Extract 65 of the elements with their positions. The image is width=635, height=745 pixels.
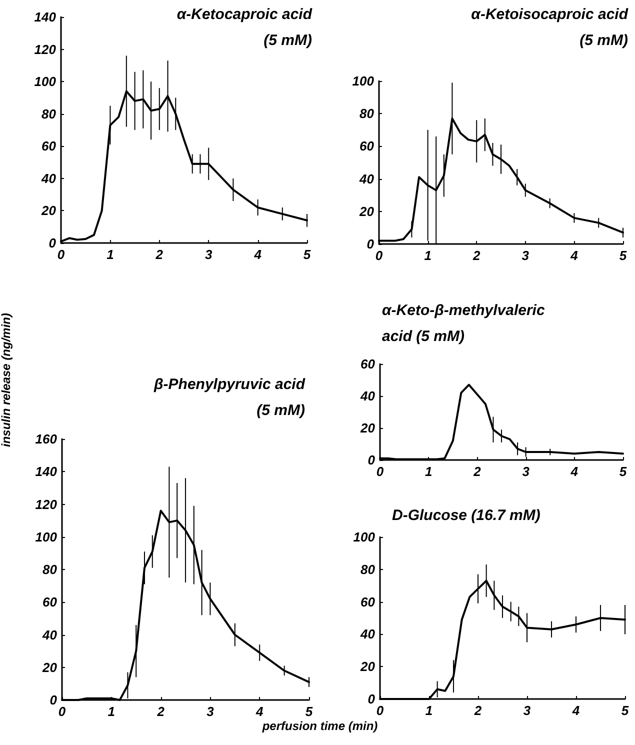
y-tick-label: 20 [360,420,376,436]
x-axis-title: perfusion time (min) [262,719,378,733]
y-tick-label: 0 [50,692,58,708]
x-tick-label: 5 [305,704,314,719]
y-tick-label: 0 [368,452,376,468]
y-tick-label: 40 [358,171,375,186]
x-tick-label: 2 [156,704,166,719]
y-tick-label: 20 [358,204,375,219]
x-tick-label: 3 [523,703,532,718]
y-tick-label: 60 [360,594,376,610]
chart-title: D-Glucose (16.7 mM) [392,506,542,526]
y-tick-label: 80 [360,562,376,577]
y-tick-label: 140 [34,10,57,24]
y-tick-label: 160 [35,432,58,446]
y-tick-label: 60 [360,138,375,154]
x-tick-label: 1 [424,464,432,479]
x-tick-label: 3 [206,704,215,719]
x-tick-label: 2 [154,247,164,262]
y-tick-label: 60 [42,138,57,154]
y-tick-label: 100 [34,74,57,90]
x-tick-label: 3 [522,248,530,263]
x-tick-label: 4 [571,703,580,718]
x-tick-label: 2 [473,703,482,718]
x-tick-label: 1 [424,248,432,263]
x-tick-label: 3 [522,464,530,479]
y-tick-label: 0 [368,692,376,706]
x-tick-label: 4 [254,704,264,719]
y-tick-label: 60 [42,594,58,610]
y-tick-label: 100 [352,74,375,88]
y-tick-label: 40 [360,626,376,642]
y-tick-label: 20 [40,203,57,218]
y-tick-label: 100 [35,529,58,544]
chart-title: α-Keto-β-methylvaleric acid (5 mM) [382,301,546,347]
x-tick-label: 2 [472,248,481,263]
x-tick-label: 5 [621,703,630,718]
x-tick-label: 5 [619,248,628,263]
x-tick-label: 2 [472,464,482,479]
x-tick-label: 5 [303,247,312,262]
x-tick-label: 1 [108,704,116,719]
y-tick-label: 40 [42,627,58,642]
y-tick-label: 0 [48,236,57,250]
x-tick-label: 3 [204,247,213,262]
chart-title: α-Ketocaproic acid (5 mM) [176,5,312,51]
y-tick-label: 80 [360,106,375,122]
y-tick-label: 40 [360,388,376,404]
y-tick-label: 60 [360,356,376,372]
y-axis-title: insulin release (ng/min) [0,312,13,448]
x-tick-label: 1 [425,703,433,718]
x-tick-label: 4 [570,464,579,479]
y-tick-label: 80 [42,562,58,577]
y-tick-label: 120 [34,42,57,57]
x-tick-label: 5 [619,464,628,479]
y-tick-label: 20 [360,659,376,674]
y-tick-label: 120 [35,496,58,512]
y-tick-label: 20 [42,660,58,675]
y-tick-label: 0 [366,236,375,252]
x-tick-label: 1 [106,247,114,262]
chart-title: α-Ketoisocaproic acid (5 mM) [470,5,628,51]
y-tick-label: 80 [42,106,57,122]
y-tick-label: 40 [40,170,57,186]
chart-title: β-Phenylpyruvic acid (5 mM) [152,375,305,421]
y-tick-label: 140 [35,464,58,480]
x-tick-label: 4 [253,247,262,262]
x-tick-label: 4 [570,248,579,263]
y-tick-label: 100 [353,530,376,544]
